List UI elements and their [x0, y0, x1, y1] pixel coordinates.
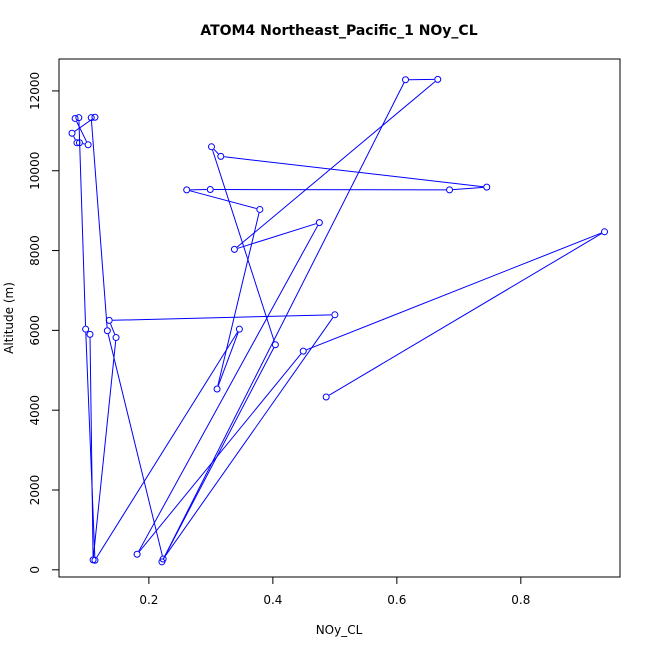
- chart-title: ATOM4 Northeast_Pacific_1 NOy_CL: [200, 23, 477, 39]
- y-axis: 0 2000 4000 6000 8000 10000 12000: [28, 72, 60, 574]
- data-point: [133, 550, 141, 558]
- data-point: [213, 385, 221, 393]
- y-axis-label: Altitude (m): [2, 282, 16, 354]
- y-tick-label: 10000: [28, 152, 42, 190]
- series-segment: [224, 156, 484, 188]
- data-point: [82, 325, 90, 333]
- data-point: [402, 76, 410, 84]
- series-segment: [78, 121, 87, 326]
- data-point: [159, 555, 167, 563]
- series-segment: [89, 337, 94, 557]
- y-tick-label: 2000: [28, 475, 42, 506]
- data-point: [217, 152, 225, 160]
- x-axis: 0.2 0.4 0.6 0.8: [139, 576, 530, 607]
- data-point: [230, 245, 238, 253]
- data-point: [207, 143, 215, 151]
- series-segment: [74, 118, 93, 132]
- series-segment: [138, 353, 302, 552]
- series-segment: [85, 332, 96, 557]
- y-tick-label: 6000: [28, 315, 42, 346]
- plot-frame: [58, 58, 621, 578]
- series-segment: [110, 323, 116, 335]
- data-point: [256, 205, 264, 213]
- series-segment: [163, 82, 405, 559]
- data-point: [446, 186, 454, 194]
- x-axis-label: NOy_CL: [316, 623, 363, 637]
- data-point: [434, 75, 442, 83]
- y-tick-label: 12000: [28, 72, 42, 110]
- data-point: [271, 341, 279, 349]
- series-segment: [96, 331, 238, 558]
- series-segment: [163, 347, 275, 559]
- data-point: [299, 347, 307, 355]
- data-point: [73, 139, 81, 147]
- data-point: [483, 183, 491, 191]
- series-segment: [90, 121, 108, 328]
- data-point: [86, 330, 94, 338]
- data-point: [87, 114, 95, 122]
- x-tick-label: 0.8: [511, 593, 530, 607]
- series-segment: [138, 225, 319, 552]
- series-layer: [68, 75, 609, 566]
- data-point: [183, 186, 191, 194]
- data-point: [84, 141, 92, 149]
- x-tick-label: 0.6: [387, 593, 406, 607]
- series-segment: [213, 148, 219, 155]
- series-segment: [112, 314, 332, 321]
- series-segment: [164, 317, 334, 557]
- data-point: [68, 129, 76, 137]
- data-point: [601, 228, 609, 236]
- data-point: [322, 393, 330, 401]
- data-point: [105, 316, 113, 324]
- series-segment: [217, 212, 260, 386]
- data-point: [112, 334, 120, 342]
- series-segment: [76, 121, 88, 142]
- series-segment: [217, 332, 239, 386]
- series-segment: [236, 81, 436, 248]
- series-segment: [237, 223, 317, 249]
- data-point: [89, 556, 97, 564]
- data-point: [103, 327, 111, 335]
- series-segment: [189, 190, 257, 210]
- series-segment: [306, 232, 602, 351]
- series-segment: [92, 340, 117, 557]
- y-tick-label: 8000: [28, 235, 42, 266]
- series-segment: [107, 334, 163, 556]
- series-segment: [73, 136, 76, 140]
- series-segment: [328, 233, 602, 396]
- data-point: [315, 219, 323, 227]
- series-segment: [212, 149, 275, 342]
- x-tick-label: 0.4: [263, 593, 282, 607]
- data-point: [75, 139, 83, 147]
- data-point: [91, 113, 99, 121]
- data-point: [331, 311, 339, 319]
- x-tick-label: 0.2: [139, 593, 158, 607]
- series-segment: [452, 186, 484, 191]
- data-point: [71, 114, 79, 122]
- y-tick-label: 4000: [28, 395, 42, 426]
- data-point: [75, 114, 83, 122]
- y-tick-label: 0: [28, 566, 42, 574]
- data-point: [206, 185, 214, 193]
- data-point: [235, 325, 243, 333]
